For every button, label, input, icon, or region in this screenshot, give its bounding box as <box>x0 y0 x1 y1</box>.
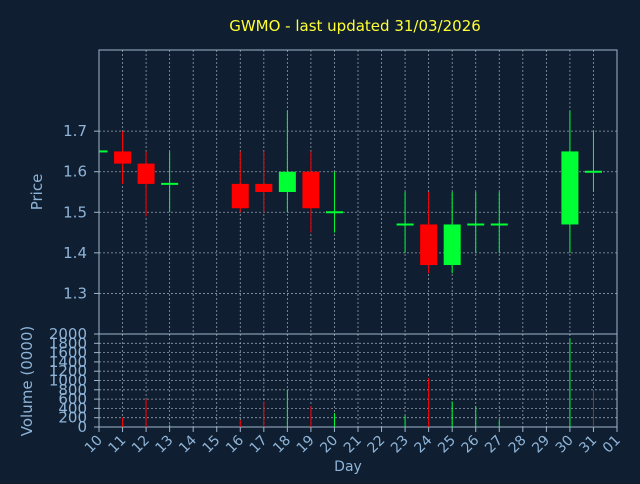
x-axis: 10 11 12 13 14 15 16 17 18 19 20 21 22 23 24 25 26 27 28 29… <box>82 427 624 456</box>
candle-body <box>561 151 579 225</box>
x-tick-label: 19 <box>294 433 318 457</box>
candle-body <box>255 183 273 192</box>
x-tick-label: 27 <box>482 433 506 457</box>
x-tick-label: 12 <box>129 433 153 457</box>
x-tick-label: 20 <box>317 433 341 457</box>
x-tick-label: 18 <box>270 433 294 457</box>
x-tick-label: 30 <box>553 433 577 457</box>
price-panel: 1.3 1.4 1.5 1.6 1.7 <box>63 49 618 335</box>
volume-ytick-label: 600 <box>58 390 87 408</box>
price-ytick-label: 1.3 <box>63 284 87 302</box>
volume-ytick-label: 1000 <box>49 372 87 390</box>
volume-ytick-label: 1200 <box>49 362 87 380</box>
candle-body <box>231 183 249 209</box>
candle-body <box>137 163 155 184</box>
price-axis-label: Price <box>28 174 46 211</box>
candle-body <box>443 224 461 266</box>
volume-ytick-label: 2000 <box>49 325 87 343</box>
volume-ytick-label: 0 <box>77 418 87 436</box>
candle-body <box>114 151 132 164</box>
volume-ytick-label: 400 <box>58 399 87 417</box>
volume-ytick-label: 1400 <box>49 353 87 371</box>
x-tick-label: 21 <box>341 433 365 457</box>
x-tick-label: 25 <box>435 433 459 457</box>
volume-axis-label: Volume (0000) <box>18 326 36 436</box>
x-tick-label: 10 <box>82 433 106 457</box>
x-tick-label: 23 <box>388 433 412 457</box>
candle-body <box>420 224 438 266</box>
volume-ytick-label: 800 <box>58 381 87 399</box>
x-tick-label: 22 <box>364 433 388 457</box>
volume-ytick-label: 1600 <box>49 344 87 362</box>
price-ytick-label: 1.7 <box>63 122 87 140</box>
x-tick-label: 26 <box>459 432 483 456</box>
price-ytick-label: 1.6 <box>63 163 87 181</box>
x-tick-label: 17 <box>247 433 271 457</box>
candle-body <box>302 171 320 209</box>
chart-title: GWMO - last updated 31/03/2026 <box>229 17 481 35</box>
price-ytick-label: 1.4 <box>63 244 87 262</box>
x-tick-label: 14 <box>176 432 200 456</box>
price-ytick-label: 1.5 <box>63 203 87 221</box>
x-axis-label: Day <box>334 459 362 475</box>
x-tick-label: 28 <box>506 433 530 457</box>
volume-ytick-label: 1800 <box>49 334 87 352</box>
x-tick-label: 11 <box>105 433 129 457</box>
x-tick-label: 15 <box>200 433 224 457</box>
x-tick-label: 01 <box>600 433 624 457</box>
x-tick-label: 31 <box>576 433 600 457</box>
x-tick-label: 29 <box>529 433 553 457</box>
x-tick-label: 16 <box>223 432 247 456</box>
candle-body <box>278 171 296 192</box>
x-tick-label: 24 <box>412 432 436 456</box>
volume-ytick-label: 200 <box>58 409 87 427</box>
x-tick-label: 13 <box>153 433 177 457</box>
